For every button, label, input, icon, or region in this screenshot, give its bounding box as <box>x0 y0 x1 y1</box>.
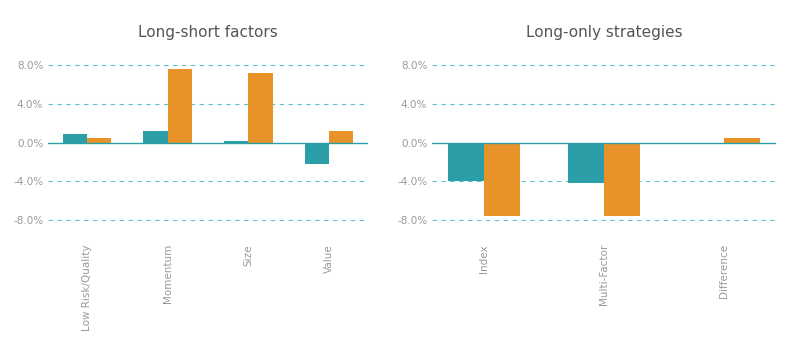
Bar <box>688 143 724 144</box>
Bar <box>484 143 520 216</box>
Bar <box>224 140 249 143</box>
Bar <box>724 138 760 143</box>
Title: Long-short factors: Long-short factors <box>138 25 278 40</box>
Title: Long-only strategies: Long-only strategies <box>526 25 682 40</box>
Bar <box>62 134 86 143</box>
Bar <box>568 143 604 183</box>
Legend: IG, HY: IG, HY <box>172 351 244 352</box>
Bar <box>249 73 273 143</box>
Bar <box>167 69 192 143</box>
Bar <box>330 131 354 143</box>
Bar <box>143 131 167 143</box>
Bar <box>604 143 640 216</box>
Bar <box>448 143 484 181</box>
Bar <box>86 138 111 143</box>
Bar <box>305 143 330 164</box>
Legend: IG, HY: IG, HY <box>568 351 640 352</box>
